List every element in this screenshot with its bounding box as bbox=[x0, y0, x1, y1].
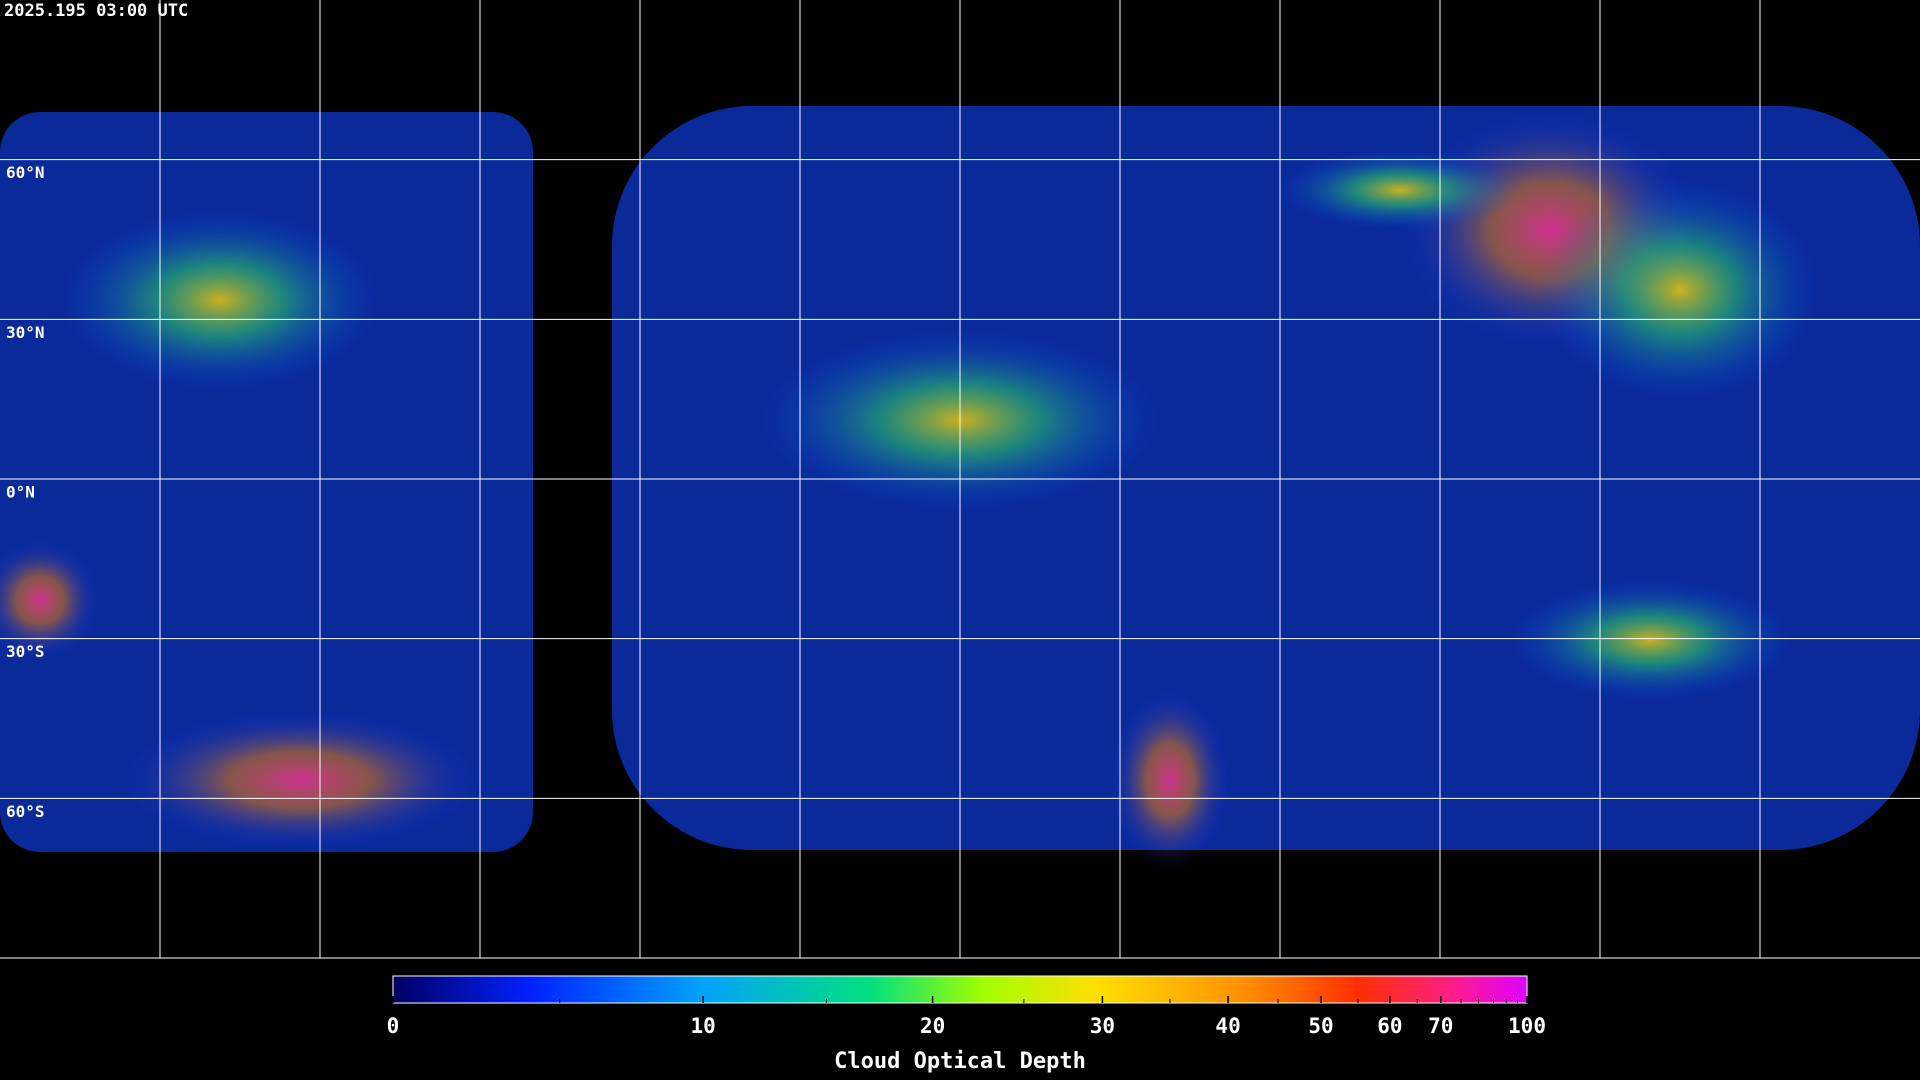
colorbar-tick-label: 20 bbox=[920, 1014, 945, 1038]
latitude-label: 60°S bbox=[6, 802, 45, 821]
timestamp: 2025.195 03:00 UTC bbox=[4, 1, 188, 21]
colorbar-label: Cloud Optical Depth bbox=[834, 1049, 1086, 1074]
latitude-label: 60°N bbox=[6, 163, 45, 182]
colorbar bbox=[392, 975, 1528, 1004]
latitude-label: 30°S bbox=[6, 642, 45, 661]
latitude-label: 0°N bbox=[6, 483, 35, 502]
colorbar-tick-label: 10 bbox=[690, 1014, 715, 1038]
colorbar-tick-label: 30 bbox=[1090, 1014, 1115, 1038]
colorbar-tick-label: 70 bbox=[1428, 1014, 1453, 1038]
colorbar-tick-label: 60 bbox=[1377, 1014, 1402, 1038]
colorbar-tick-label: 50 bbox=[1308, 1014, 1333, 1038]
colorbar-tick-label: 100 bbox=[1508, 1014, 1546, 1038]
latitude-label: 30°N bbox=[6, 323, 45, 342]
colorbar-tick-label: 40 bbox=[1215, 1014, 1240, 1038]
colorbar-tick-label: 0 bbox=[387, 1014, 400, 1038]
